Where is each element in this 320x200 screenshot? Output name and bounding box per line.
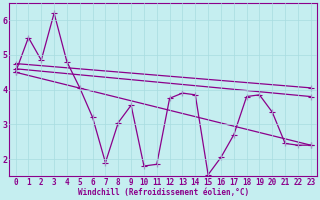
X-axis label: Windchill (Refroidissement éolien,°C): Windchill (Refroidissement éolien,°C) bbox=[78, 188, 249, 197]
